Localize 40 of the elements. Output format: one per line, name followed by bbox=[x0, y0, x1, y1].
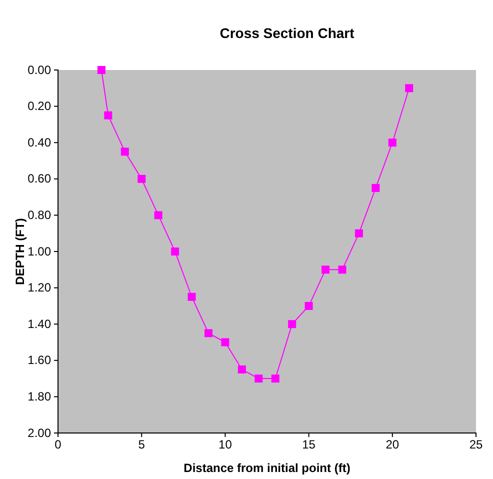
point bbox=[354, 229, 363, 238]
x-axis-title: Distance from initial point (ft) bbox=[184, 461, 350, 475]
x-tick-label: 10 bbox=[218, 438, 232, 452]
x-tick-label: 25 bbox=[469, 438, 483, 452]
point bbox=[322, 266, 330, 274]
point bbox=[104, 111, 112, 120]
point bbox=[388, 138, 396, 147]
y-tick-label: 0.40 bbox=[28, 135, 52, 150]
x-tick-label: 20 bbox=[386, 438, 400, 452]
point bbox=[221, 338, 230, 346]
point bbox=[171, 248, 180, 256]
y-tick-label: 1.20 bbox=[28, 280, 52, 295]
point bbox=[288, 320, 296, 328]
chart-title: Cross Section Chart bbox=[220, 25, 355, 41]
point bbox=[238, 365, 246, 374]
point bbox=[138, 174, 146, 183]
point bbox=[372, 184, 380, 192]
point bbox=[304, 302, 313, 310]
y-tick-label: 1.80 bbox=[28, 390, 52, 404]
y-tick-label: 1.60 bbox=[28, 353, 52, 368]
y-tick-label: 0.00 bbox=[28, 62, 52, 77]
point bbox=[254, 374, 263, 383]
y-tick-label: 0.80 bbox=[28, 208, 52, 222]
point bbox=[338, 266, 346, 274]
x-tick-label: 15 bbox=[302, 438, 316, 452]
y-tick-label: 1.00 bbox=[28, 244, 52, 258]
y-tick-label: 2.00 bbox=[28, 426, 52, 440]
y-tick-label: 0.20 bbox=[28, 99, 52, 114]
point bbox=[271, 374, 280, 383]
point bbox=[188, 292, 196, 301]
point bbox=[97, 66, 106, 74]
x-tick-label: 5 bbox=[138, 438, 146, 452]
y-tick-label: 0.60 bbox=[28, 172, 52, 186]
y-axis-title: DEPTH (FT) bbox=[13, 218, 27, 285]
point bbox=[154, 211, 162, 220]
x-tick-label: 0 bbox=[54, 438, 62, 452]
point bbox=[405, 84, 414, 92]
point bbox=[120, 148, 129, 156]
y-tick-label: 1.40 bbox=[28, 316, 52, 331]
point bbox=[204, 329, 212, 338]
